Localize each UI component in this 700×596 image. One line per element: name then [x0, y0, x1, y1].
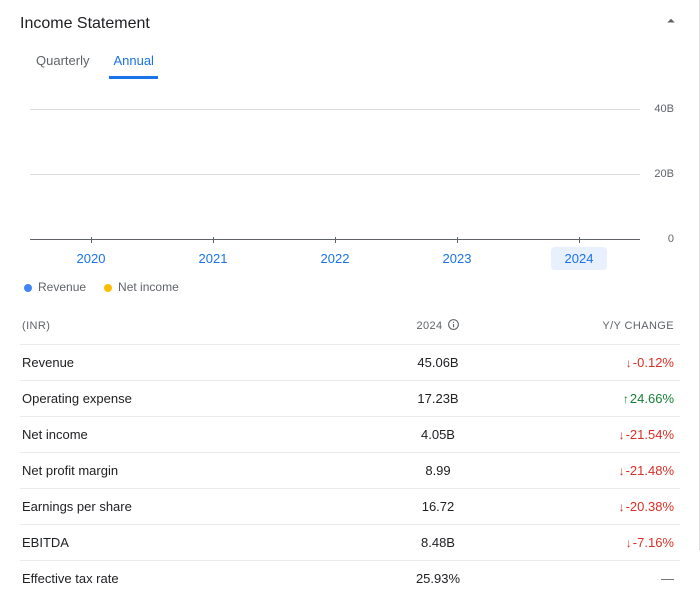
bar-chart: 020B40B: [30, 89, 640, 239]
currency-label: (INR): [22, 320, 358, 332]
x-tick: [91, 237, 92, 243]
x-tick: [579, 237, 580, 243]
x-tick: [335, 237, 336, 243]
legend-label: Revenue: [38, 280, 86, 294]
info-icon[interactable]: [447, 318, 460, 334]
y-axis-label: 0: [668, 233, 674, 245]
metric-name: Revenue: [22, 355, 358, 370]
tab-quarterly[interactable]: Quarterly: [32, 47, 93, 79]
year-label[interactable]: 2024: [551, 247, 608, 270]
metric-name: Operating expense: [22, 391, 358, 406]
legend-dot-icon: [104, 284, 112, 292]
y-axis-label: 40B: [654, 103, 674, 115]
tab-annual[interactable]: Annual: [109, 47, 157, 79]
change-column-header: Y/Y CHANGE: [518, 320, 678, 332]
metric-value: 8.99: [358, 463, 518, 478]
metric-name: Effective tax rate: [22, 571, 358, 586]
metric-change: —: [518, 571, 678, 586]
metric-name: Net profit margin: [22, 463, 358, 478]
y-axis-label: 20B: [654, 168, 674, 180]
panel-header: Income Statement: [20, 8, 680, 43]
year-label[interactable]: 2023: [429, 247, 486, 270]
collapse-icon[interactable]: [662, 12, 680, 35]
metric-change: ↓-0.12%: [518, 355, 678, 370]
metric-value: 4.05B: [358, 427, 518, 442]
metric-value: 17.23B: [358, 391, 518, 406]
metric-change: ↓-20.38%: [518, 499, 678, 514]
table-row: Effective tax rate25.93%—: [20, 560, 680, 596]
x-tick: [457, 237, 458, 243]
panel-title: Income Statement: [20, 15, 150, 33]
table-row: Revenue45.06B↓-0.12%: [20, 344, 680, 380]
legend-label: Net income: [118, 280, 179, 294]
table-row: Net profit margin8.99↓-21.48%: [20, 452, 680, 488]
metric-change: ↑24.66%: [518, 391, 678, 406]
metric-change: ↓-7.16%: [518, 535, 678, 550]
table-body: Revenue45.06B↓-0.12%Operating expense17.…: [20, 344, 680, 596]
metric-value: 8.48B: [358, 535, 518, 550]
income-statement-panel: Income Statement Quarterly Annual 020B40…: [0, 0, 700, 596]
legend-item: Revenue: [24, 280, 86, 294]
table-row: Net income4.05B↓-21.54%: [20, 416, 680, 452]
table-header: (INR) 2024 Y/Y CHANGE: [20, 308, 680, 344]
metric-name: Net income: [22, 427, 358, 442]
period-tabs: Quarterly Annual: [20, 43, 680, 79]
year-label[interactable]: 2020: [63, 247, 120, 270]
metric-change: ↓-21.48%: [518, 463, 678, 478]
metric-name: Earnings per share: [22, 499, 358, 514]
year-label[interactable]: 2022: [307, 247, 364, 270]
metric-name: EBITDA: [22, 535, 358, 550]
legend-dot-icon: [24, 284, 32, 292]
chart-x-labels: 2020 2021 2022 2023 2024: [30, 247, 640, 270]
table-row: EBITDA8.48B↓-7.16%: [20, 524, 680, 560]
metric-value: 16.72: [358, 499, 518, 514]
table-row: Earnings per share16.72↓-20.38%: [20, 488, 680, 524]
table-row: Operating expense17.23B↑24.66%: [20, 380, 680, 416]
chart-legend: Revenue Net income: [20, 270, 680, 308]
metric-change: ↓-21.54%: [518, 427, 678, 442]
metric-value: 45.06B: [358, 355, 518, 370]
x-tick: [213, 237, 214, 243]
metric-value: 25.93%: [358, 571, 518, 586]
year-label[interactable]: 2021: [185, 247, 242, 270]
value-column-header: 2024: [358, 318, 518, 334]
legend-item: Net income: [104, 280, 179, 294]
